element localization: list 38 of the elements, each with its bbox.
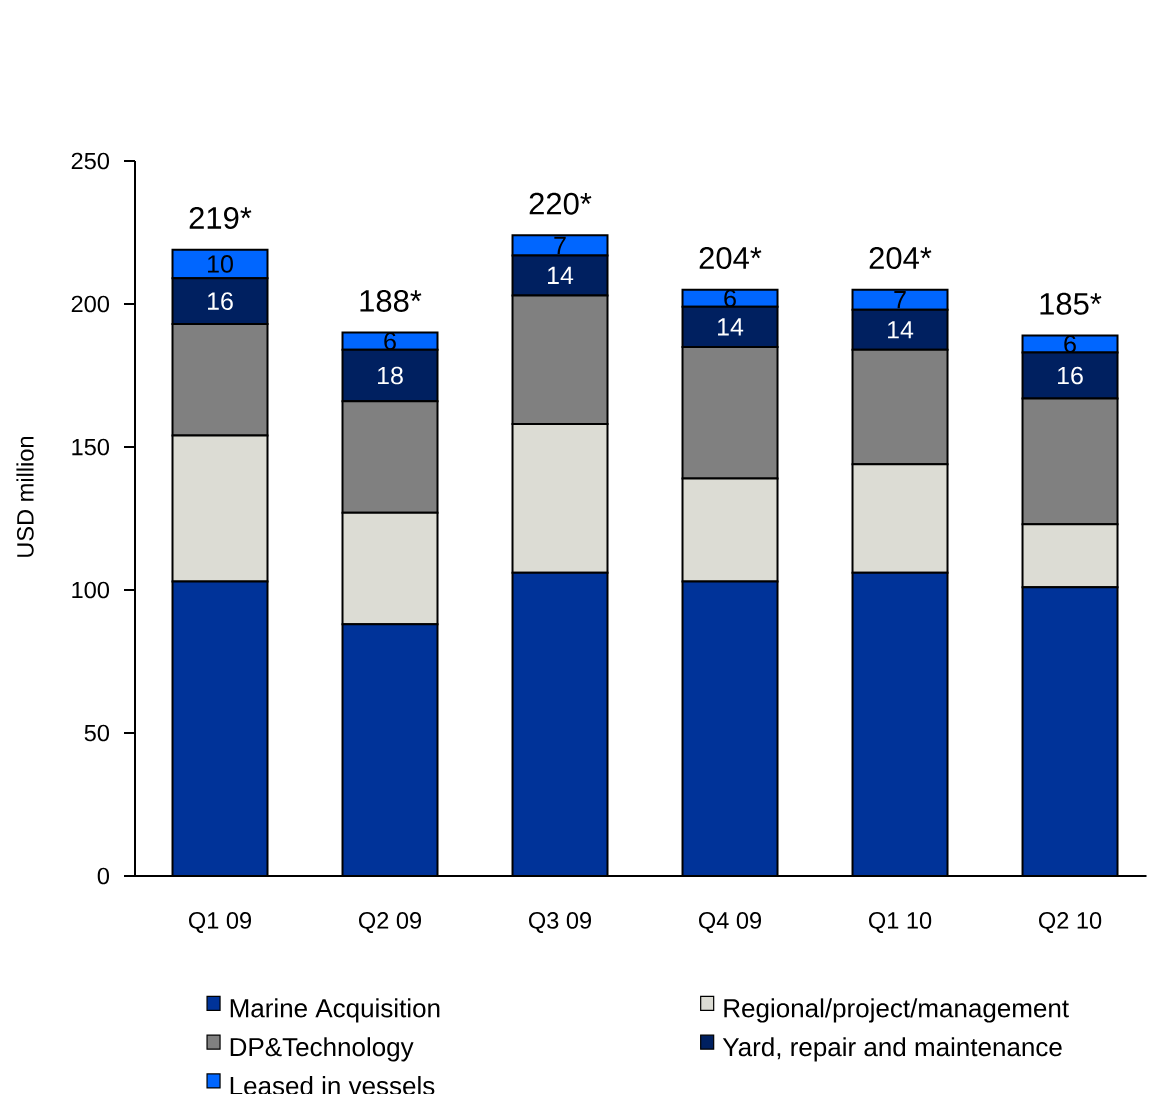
bar <box>682 581 778 876</box>
x-tick-label: Q4 09 <box>699 912 762 933</box>
data-label: 16 <box>208 292 233 310</box>
data-label: 18 <box>378 366 403 385</box>
data-label: 7 <box>894 291 906 309</box>
bar <box>512 572 608 876</box>
data-label: 16 <box>1058 366 1083 385</box>
y-tick-label: 100 <box>72 581 110 599</box>
y-tick-label: 50 <box>84 724 110 742</box>
x-tick-label: Q1 09 <box>188 912 252 933</box>
x-tick-label: Q3 09 <box>529 912 592 933</box>
annotation: 219* <box>189 207 252 229</box>
annotation: 220* <box>529 192 592 215</box>
x-tick-label: Q1 10 <box>869 912 932 933</box>
annotation: 185* <box>1040 292 1102 315</box>
legend-label: Yard, repair and maintenance <box>722 1037 1062 1062</box>
legend-label: DP&Technology <box>230 1037 414 1062</box>
y-axis-title: USD million <box>16 437 34 557</box>
y-tick-label: 250 <box>71 152 110 170</box>
x-tick-label: Q2 10 <box>1039 912 1102 933</box>
bar <box>342 624 438 876</box>
legend-label: Regional/project/management <box>724 998 1069 1023</box>
data-label: 14 <box>888 321 914 339</box>
data-label: 14 <box>548 266 574 284</box>
y-tick-label: 0 <box>97 867 110 885</box>
data-label: 14 <box>718 318 744 336</box>
bar <box>172 581 268 876</box>
data-label: 7 <box>554 236 566 254</box>
y-tick-label: 200 <box>71 295 110 313</box>
x-tick-label: Q2 09 <box>359 912 422 933</box>
annotation: 204* <box>699 247 762 270</box>
annotation: 204* <box>869 247 932 270</box>
y-tick-label: 150 <box>72 438 110 456</box>
annotation: 188* <box>360 289 422 312</box>
legend-label: Marine Acquisition <box>230 998 440 1023</box>
bar <box>1021 586 1119 876</box>
bar <box>852 572 948 876</box>
data-label: 10 <box>208 255 233 273</box>
